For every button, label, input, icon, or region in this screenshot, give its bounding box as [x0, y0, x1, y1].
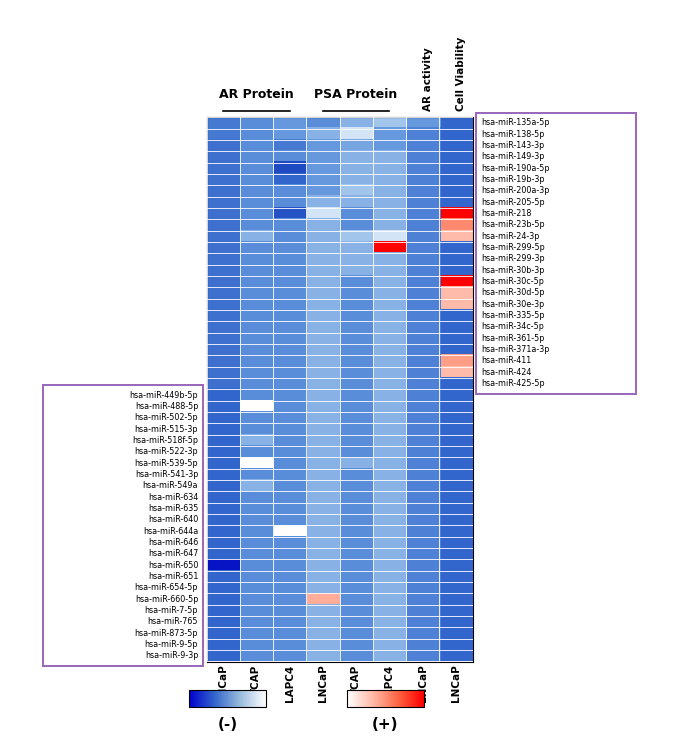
Text: hsa-miR-143-3p: hsa-miR-143-3p	[481, 141, 544, 150]
Text: hsa-miR-650: hsa-miR-650	[148, 561, 198, 569]
Text: PSA Protein: PSA Protein	[314, 88, 398, 101]
Text: hsa-miR-425-5p: hsa-miR-425-5p	[481, 380, 545, 388]
Text: hsa-miR-23b-5p: hsa-miR-23b-5p	[481, 221, 545, 229]
Text: hsa-miR-9-3p: hsa-miR-9-3p	[145, 652, 198, 660]
Text: hsa-miR-522-3p: hsa-miR-522-3p	[134, 448, 198, 456]
Text: hsa-miR-299-5p: hsa-miR-299-5p	[481, 243, 545, 252]
Text: hsa-miR-660-5p: hsa-miR-660-5p	[135, 595, 198, 603]
Text: hsa-miR-218: hsa-miR-218	[481, 209, 531, 218]
Text: hsa-miR-149-3p: hsa-miR-149-3p	[481, 153, 544, 161]
Text: hsa-miR-541-3p: hsa-miR-541-3p	[135, 470, 198, 479]
Text: hsa-miR-646: hsa-miR-646	[148, 538, 198, 547]
Text: hsa-miR-644a: hsa-miR-644a	[143, 527, 198, 535]
Text: hsa-miR-30b-3p: hsa-miR-30b-3p	[481, 266, 544, 274]
Text: hsa-miR-654-5p: hsa-miR-654-5p	[134, 584, 198, 592]
Text: hsa-miR-647: hsa-miR-647	[148, 550, 198, 558]
Text: hsa-miR-361-5p: hsa-miR-361-5p	[481, 334, 544, 342]
Text: hsa-miR-488-5p: hsa-miR-488-5p	[135, 402, 198, 411]
Text: hsa-miR-30d-5p: hsa-miR-30d-5p	[481, 289, 545, 297]
Text: hsa-miR-7-5p: hsa-miR-7-5p	[145, 606, 198, 615]
Text: AR activity: AR activity	[423, 47, 433, 110]
Text: hsa-miR-765: hsa-miR-765	[148, 618, 198, 626]
Text: hsa-miR-30c-5p: hsa-miR-30c-5p	[481, 277, 544, 286]
Text: hsa-miR-335-5p: hsa-miR-335-5p	[481, 311, 545, 320]
Text: hsa-miR-30e-3p: hsa-miR-30e-3p	[481, 300, 544, 308]
Text: hsa-miR-873-5p: hsa-miR-873-5p	[134, 629, 198, 637]
Text: AR Protein: AR Protein	[219, 88, 294, 101]
Text: hsa-miR-19b-3p: hsa-miR-19b-3p	[481, 175, 545, 184]
Text: hsa-miR-24-3p: hsa-miR-24-3p	[481, 232, 539, 240]
Text: hsa-miR-411: hsa-miR-411	[481, 357, 531, 365]
Text: hsa-miR-34c-5p: hsa-miR-34c-5p	[481, 323, 544, 331]
Text: hsa-miR-424: hsa-miR-424	[481, 368, 531, 376]
Text: hsa-miR-539-5p: hsa-miR-539-5p	[134, 459, 198, 467]
Text: hsa-miR-515-3p: hsa-miR-515-3p	[134, 425, 198, 433]
Text: Cell Viability: Cell Viability	[456, 36, 466, 110]
Text: hsa-miR-549a: hsa-miR-549a	[143, 482, 198, 490]
Text: hsa-miR-135a-5p: hsa-miR-135a-5p	[481, 119, 550, 127]
Text: hsa-miR-635: hsa-miR-635	[148, 504, 198, 513]
Text: hsa-miR-640: hsa-miR-640	[148, 516, 198, 524]
Text: hsa-miR-190a-5p: hsa-miR-190a-5p	[481, 164, 550, 172]
Text: hsa-miR-449b-5p: hsa-miR-449b-5p	[130, 391, 198, 399]
Text: hsa-miR-9-5p: hsa-miR-9-5p	[145, 640, 198, 649]
Text: (-): (-)	[218, 717, 237, 732]
Text: (+): (+)	[372, 717, 398, 732]
Text: hsa-miR-299-3p: hsa-miR-299-3p	[481, 255, 545, 263]
Text: hsa-miR-502-5p: hsa-miR-502-5p	[134, 414, 198, 422]
Text: hsa-miR-651: hsa-miR-651	[148, 572, 198, 581]
Text: hsa-miR-518f-5p: hsa-miR-518f-5p	[132, 436, 198, 445]
Text: hsa-miR-138-5p: hsa-miR-138-5p	[481, 130, 544, 138]
Text: hsa-miR-205-5p: hsa-miR-205-5p	[481, 198, 545, 206]
Text: hsa-miR-634: hsa-miR-634	[148, 493, 198, 501]
Text: hsa-miR-371a-3p: hsa-miR-371a-3p	[481, 345, 550, 354]
Text: hsa-miR-200a-3p: hsa-miR-200a-3p	[481, 187, 550, 195]
